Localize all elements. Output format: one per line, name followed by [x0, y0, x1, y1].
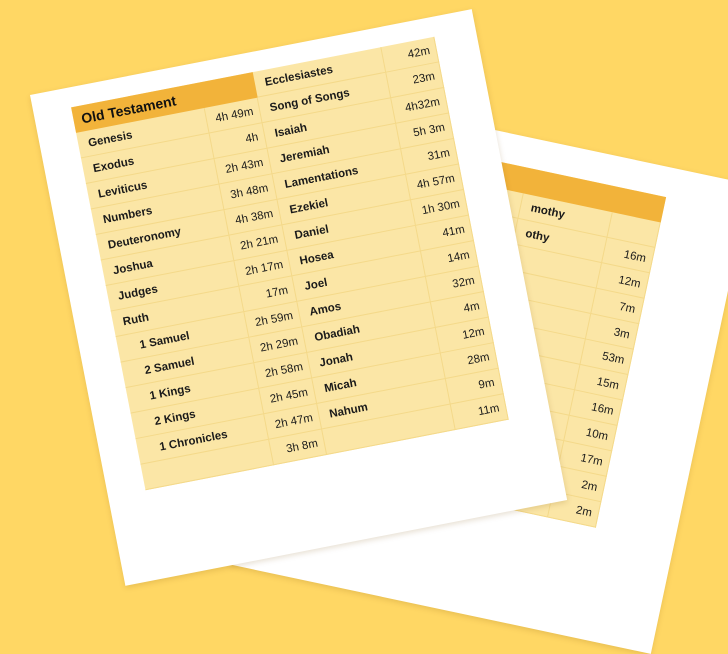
old-testament-sheet: Old Testament Ecclesiastes 42m Genesis 4h…: [30, 9, 568, 586]
old-testament-table: Old Testament Ecclesiastes 42m Genesis 4h…: [71, 36, 509, 491]
